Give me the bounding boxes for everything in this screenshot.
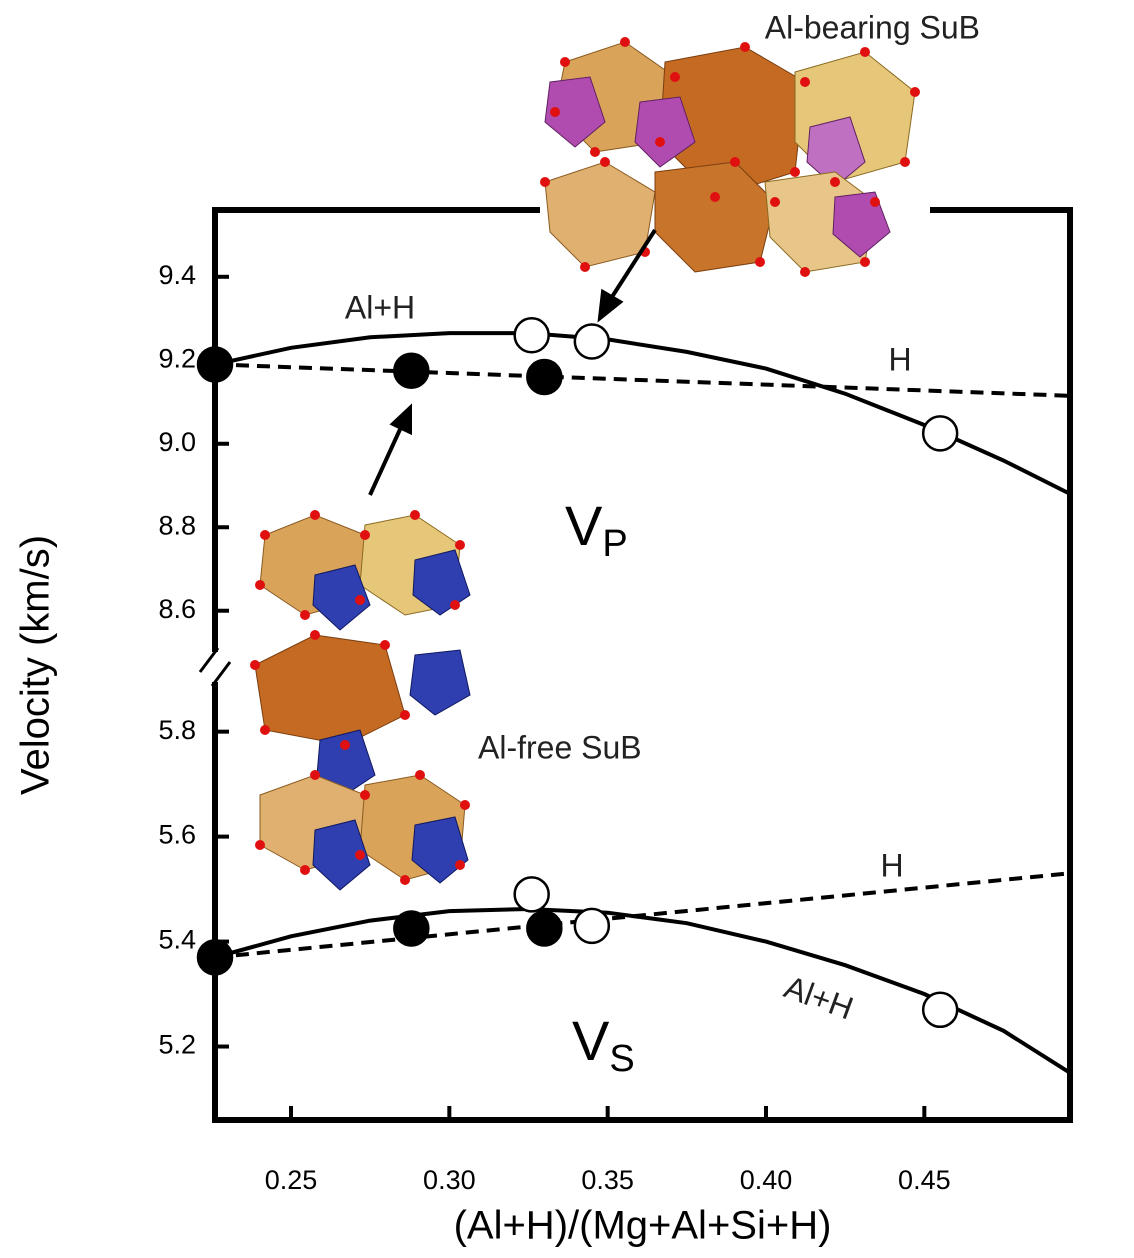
crystal-structure (540, 22, 930, 277)
y-tick-label: 8.6 (158, 594, 196, 624)
region-letter: V (572, 1009, 610, 1072)
y-tick-label: 5.8 (158, 715, 196, 745)
structure-label: Al-free SuB (478, 729, 642, 765)
axis-break (212, 662, 230, 686)
arrow-head (600, 292, 620, 318)
filled-marker (527, 360, 561, 394)
polyhedron (410, 650, 470, 715)
x-tick-label: 0.25 (265, 1165, 318, 1195)
series-label: Al+H (345, 289, 415, 325)
x-tick-label: 0.35 (581, 1165, 634, 1195)
y-axis-title: Velocity (km/s) (14, 535, 58, 795)
open-marker (575, 909, 609, 943)
x-tick-label: 0.45 (898, 1165, 951, 1195)
y-tick-label: 5.2 (158, 1030, 196, 1060)
x-axis-title: (Al+H)/(Mg+Al+Si+H) (454, 1204, 832, 1248)
open-marker (923, 416, 957, 450)
y-tick-label: 9.0 (158, 427, 196, 457)
x-tick-label: 0.40 (740, 1165, 793, 1195)
y-tick-label: 5.4 (158, 925, 196, 955)
region-subscript: S (609, 1038, 634, 1080)
arrow (370, 425, 402, 495)
filled-marker (527, 911, 561, 945)
chart: 8.68.89.09.29.4Velocity (km/s)Al+HHVP5.2… (0, 0, 1134, 1258)
axis-break (200, 648, 218, 672)
series-label: H (888, 341, 911, 377)
y-tick-label: 8.8 (158, 510, 196, 540)
filled-marker (394, 911, 428, 945)
crystal-structure (250, 510, 470, 890)
series-label: H (880, 847, 903, 883)
y-tick-label: 9.4 (158, 260, 196, 290)
y-tick-label: 9.2 (158, 343, 196, 373)
filled-marker (198, 940, 232, 974)
region-label: VP (565, 494, 628, 565)
filled-marker (394, 354, 428, 388)
arrow-head (393, 408, 410, 432)
filled-marker (198, 347, 232, 381)
y-tick-label: 5.6 (158, 820, 196, 850)
structure-label: Al-bearing SuB (765, 9, 980, 45)
polyhedron (255, 635, 405, 745)
series-label: Al+H (780, 969, 858, 1027)
x-tick-label: 0.30 (423, 1165, 476, 1195)
region-letter: V (565, 494, 603, 557)
series-line (215, 364, 1070, 395)
open-marker (515, 877, 549, 911)
open-marker (515, 318, 549, 352)
open-marker (575, 324, 609, 358)
open-marker (923, 993, 957, 1027)
region-subscript: P (602, 523, 627, 565)
series-line (215, 909, 1070, 1073)
region-label: VS (572, 1009, 635, 1080)
series-line (215, 333, 1070, 494)
